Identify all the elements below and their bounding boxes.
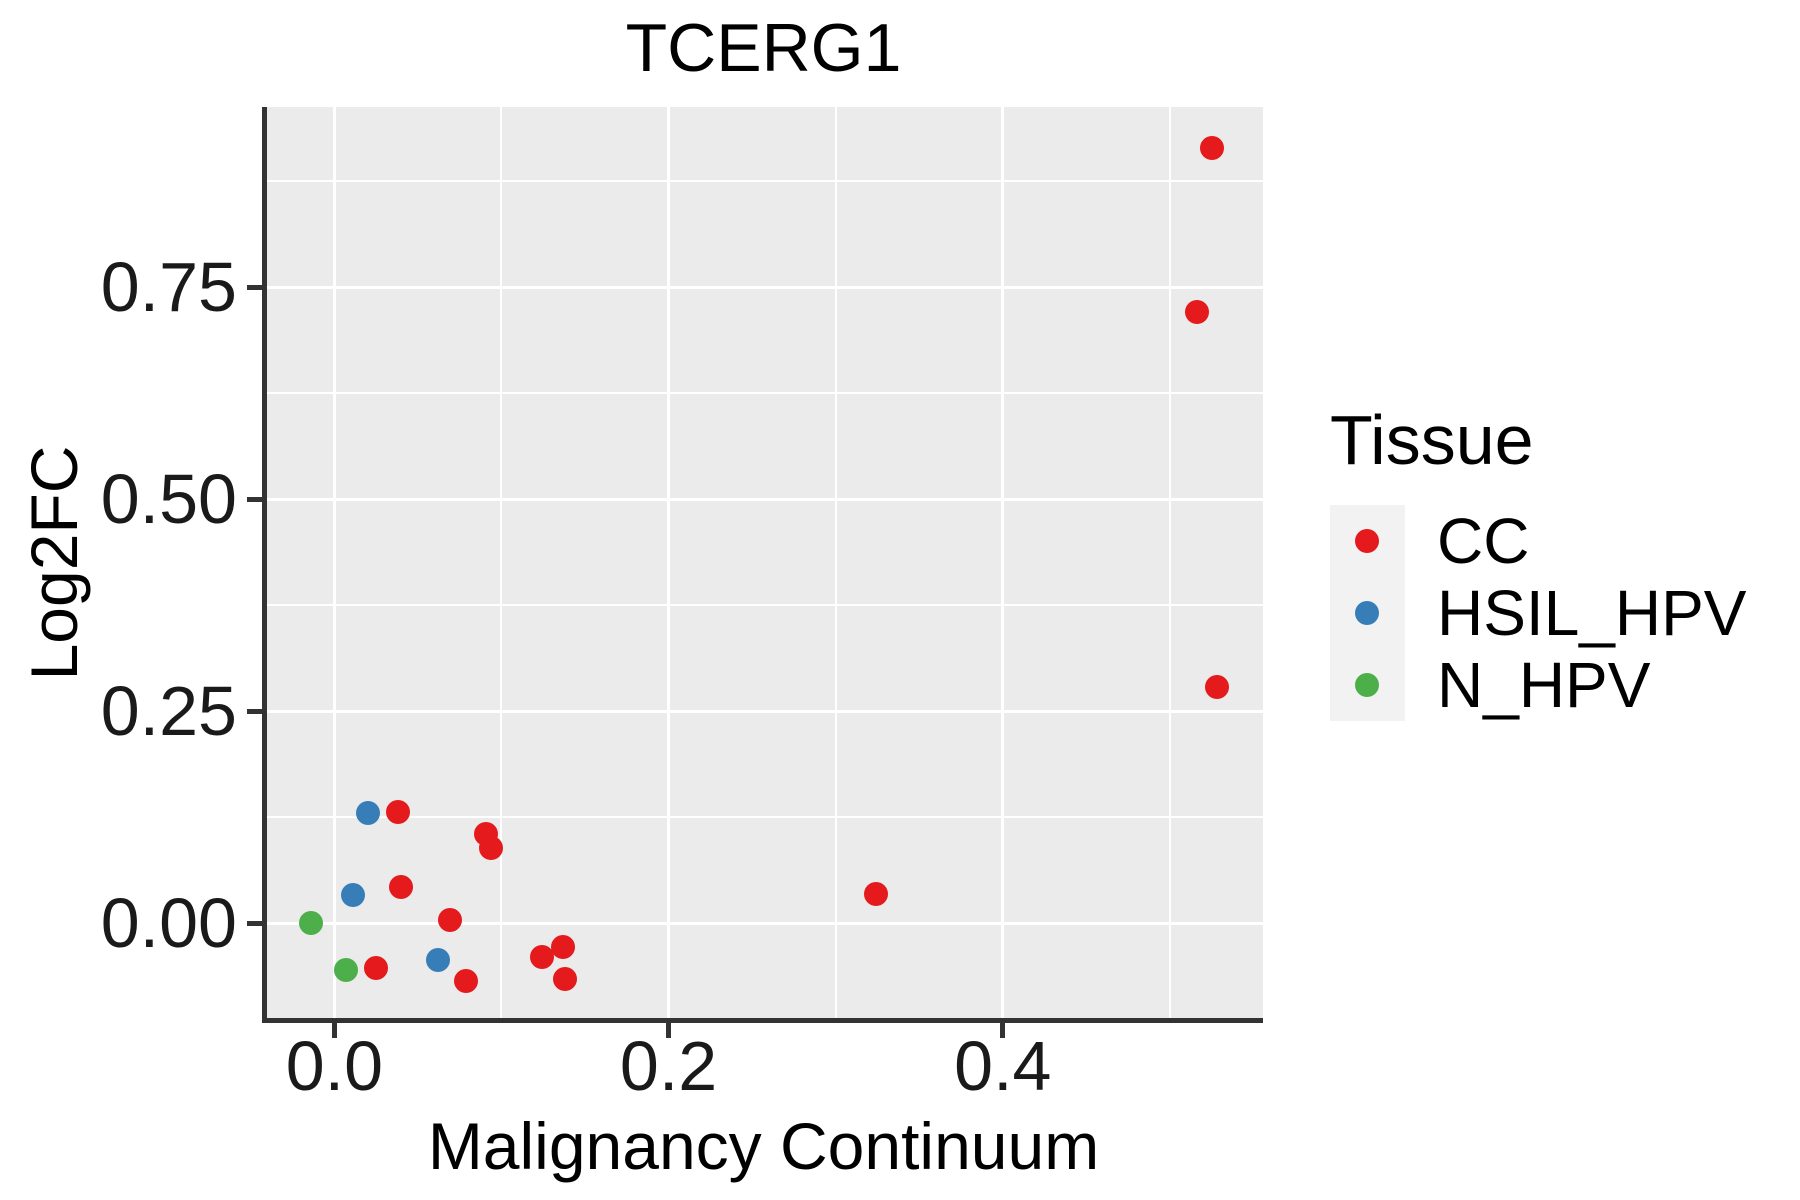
y-tick-label: 0.00: [100, 884, 237, 963]
x-tick-label: 0.2: [619, 1027, 718, 1105]
y-minor-gridline: [264, 180, 1263, 183]
x-tick-label: 0.0: [285, 1027, 383, 1105]
x-tick-label: 0.4: [954, 1027, 1052, 1105]
legend-dot-cc-icon: [1355, 529, 1379, 553]
y-tick-label: 0.75: [100, 248, 237, 327]
y-minor-gridline: [264, 816, 1263, 819]
y-axis-title: Log2FC: [17, 445, 91, 681]
y-tick-label: 0.25: [100, 672, 237, 751]
legend-label-cc: CC: [1437, 505, 1530, 577]
legend-label-hsil_hpv: HSIL_HPV: [1437, 577, 1747, 649]
y-tick-mark: [247, 708, 263, 714]
y-major-gridline: [264, 497, 1263, 501]
y-tick-label: 0.50: [100, 460, 237, 539]
data-point-n_hpv: [298, 910, 323, 935]
plot-panel: [264, 107, 1263, 1020]
x-major-gridline: [1001, 107, 1005, 1020]
y-axis-line: [262, 107, 267, 1023]
x-minor-gridline: [834, 107, 837, 1020]
y-tick-mark: [247, 920, 263, 926]
x-tick-mark: [666, 1023, 672, 1038]
x-tick-mark: [1000, 1023, 1006, 1038]
data-point-cc: [863, 881, 888, 906]
y-minor-gridline: [264, 604, 1263, 607]
data-point-cc: [385, 799, 410, 824]
data-point-hsil_hpv: [340, 882, 365, 907]
y-tick-mark: [247, 284, 263, 290]
y-major-gridline: [264, 921, 1263, 925]
data-point-cc: [1199, 136, 1224, 161]
data-point-cc: [389, 875, 414, 900]
data-point-cc: [1204, 674, 1229, 699]
data-point-cc: [551, 935, 576, 960]
x-axis-line: [262, 1018, 1263, 1023]
data-point-n_hpv: [334, 958, 359, 983]
legend-dot-hsil_hpv-icon: [1355, 601, 1379, 625]
data-point-cc: [479, 836, 504, 861]
legend-label-n_hpv: N_HPV: [1437, 649, 1651, 721]
x-major-gridline: [667, 107, 671, 1020]
data-point-cc: [529, 945, 554, 970]
x-minor-gridline: [1168, 107, 1171, 1020]
data-point-cc: [454, 969, 479, 994]
x-tick-mark: [331, 1023, 337, 1038]
y-minor-gridline: [264, 392, 1263, 395]
legend-dot-n_hpv-icon: [1355, 673, 1379, 697]
x-major-gridline: [332, 107, 336, 1020]
data-point-hsil_hpv: [355, 801, 380, 826]
chart-title: TCERG1: [625, 10, 902, 86]
data-point-hsil_hpv: [425, 947, 450, 972]
y-tick-mark: [247, 496, 263, 502]
y-major-gridline: [264, 285, 1263, 289]
data-point-cc: [437, 908, 462, 933]
data-point-cc: [1184, 300, 1209, 325]
legend-title: Tissue: [1330, 401, 1534, 479]
y-major-gridline: [264, 709, 1263, 713]
x-axis-title: Malignancy Continuum: [427, 1109, 1100, 1183]
data-point-cc: [552, 966, 577, 991]
x-minor-gridline: [500, 107, 503, 1020]
data-point-cc: [364, 955, 389, 980]
